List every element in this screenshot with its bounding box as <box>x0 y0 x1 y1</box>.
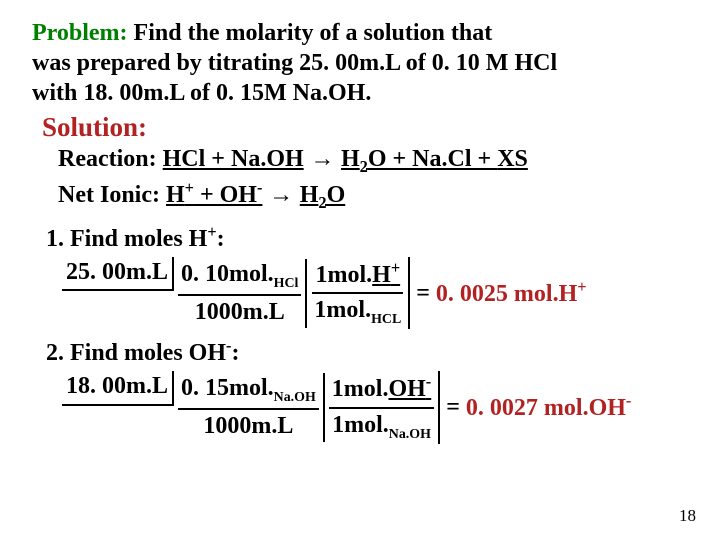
page-number: 18 <box>679 506 696 526</box>
step1-factor1: 25. 00m.L <box>62 257 174 291</box>
step1-factor2: 0. 10mol.HCl 1000m.L <box>174 259 307 328</box>
step2-factor2: 0. 15mol.Na.OH 1000m.L <box>174 373 325 442</box>
reaction-rhs: H2O + Na.Cl + XS <box>341 146 528 172</box>
slide-content: Problem: Find the molarity of a solution… <box>0 0 720 444</box>
step1-answer: 0. 0025 mol.H+ <box>436 276 587 310</box>
problem-text-3: with 18. 00m.L of 0. 15M Na.OH. <box>32 80 371 106</box>
step-2-title: 2. Find moles OH-: <box>46 335 688 369</box>
problem-text-1: Find the molarity of a solution that <box>128 20 493 46</box>
net-ionic-line: Net Ionic: H+ + OH- → H2O <box>58 177 688 213</box>
step-1-calc: 25. 00m.L 0. 10mol.HCl 1000m.L 1mol.H+ 1… <box>62 257 688 329</box>
step-2: 2. Find moles OH-: 18. 00m.L 0. 15mol.Na… <box>46 335 688 443</box>
step-2-calc: 18. 00m.L 0. 15mol.Na.OH 1000m.L 1mol.OH… <box>62 371 688 443</box>
reaction-line: Reaction: HCl + Na.OH → H2O + Na.Cl + XS <box>58 143 688 177</box>
solution-label: Solution: <box>42 112 688 143</box>
step1-equals: = <box>410 278 436 309</box>
net-ionic-rhs: H2O <box>300 182 346 208</box>
step1-factor3: 1mol.H+ 1mol.HCL <box>307 257 410 329</box>
step-1-title: 1. Find moles H+: <box>46 221 688 255</box>
reaction-xs: XS <box>497 146 528 172</box>
reaction-lhs: HCl + Na.OH <box>163 146 304 172</box>
step2-equals: = <box>440 392 466 423</box>
step2-answer: 0. 0027 mol.OH- <box>466 390 631 424</box>
net-ionic-lhs: H+ + OH- <box>166 182 262 208</box>
net-ionic-label: Net Ionic: <box>58 182 166 208</box>
reaction-block: Reaction: HCl + Na.OH → H2O + Na.Cl + XS… <box>58 143 688 213</box>
step2-factor1: 18. 00m.L <box>62 371 174 405</box>
reaction-label: Reaction: <box>58 146 163 172</box>
problem-statement: Problem: Find the molarity of a solution… <box>32 18 688 108</box>
problem-label: Problem: <box>32 20 128 46</box>
net-ionic-arrow: → <box>262 181 299 208</box>
reaction-arrow: → <box>304 145 341 172</box>
problem-text-2: was prepared by titrating 25. 00m.L of 0… <box>32 50 557 76</box>
step2-factor3: 1mol.OH- 1mol.Na.OH <box>325 371 440 443</box>
step-1: 1. Find moles H+: 25. 00m.L 0. 10mol.HCl… <box>46 221 688 329</box>
